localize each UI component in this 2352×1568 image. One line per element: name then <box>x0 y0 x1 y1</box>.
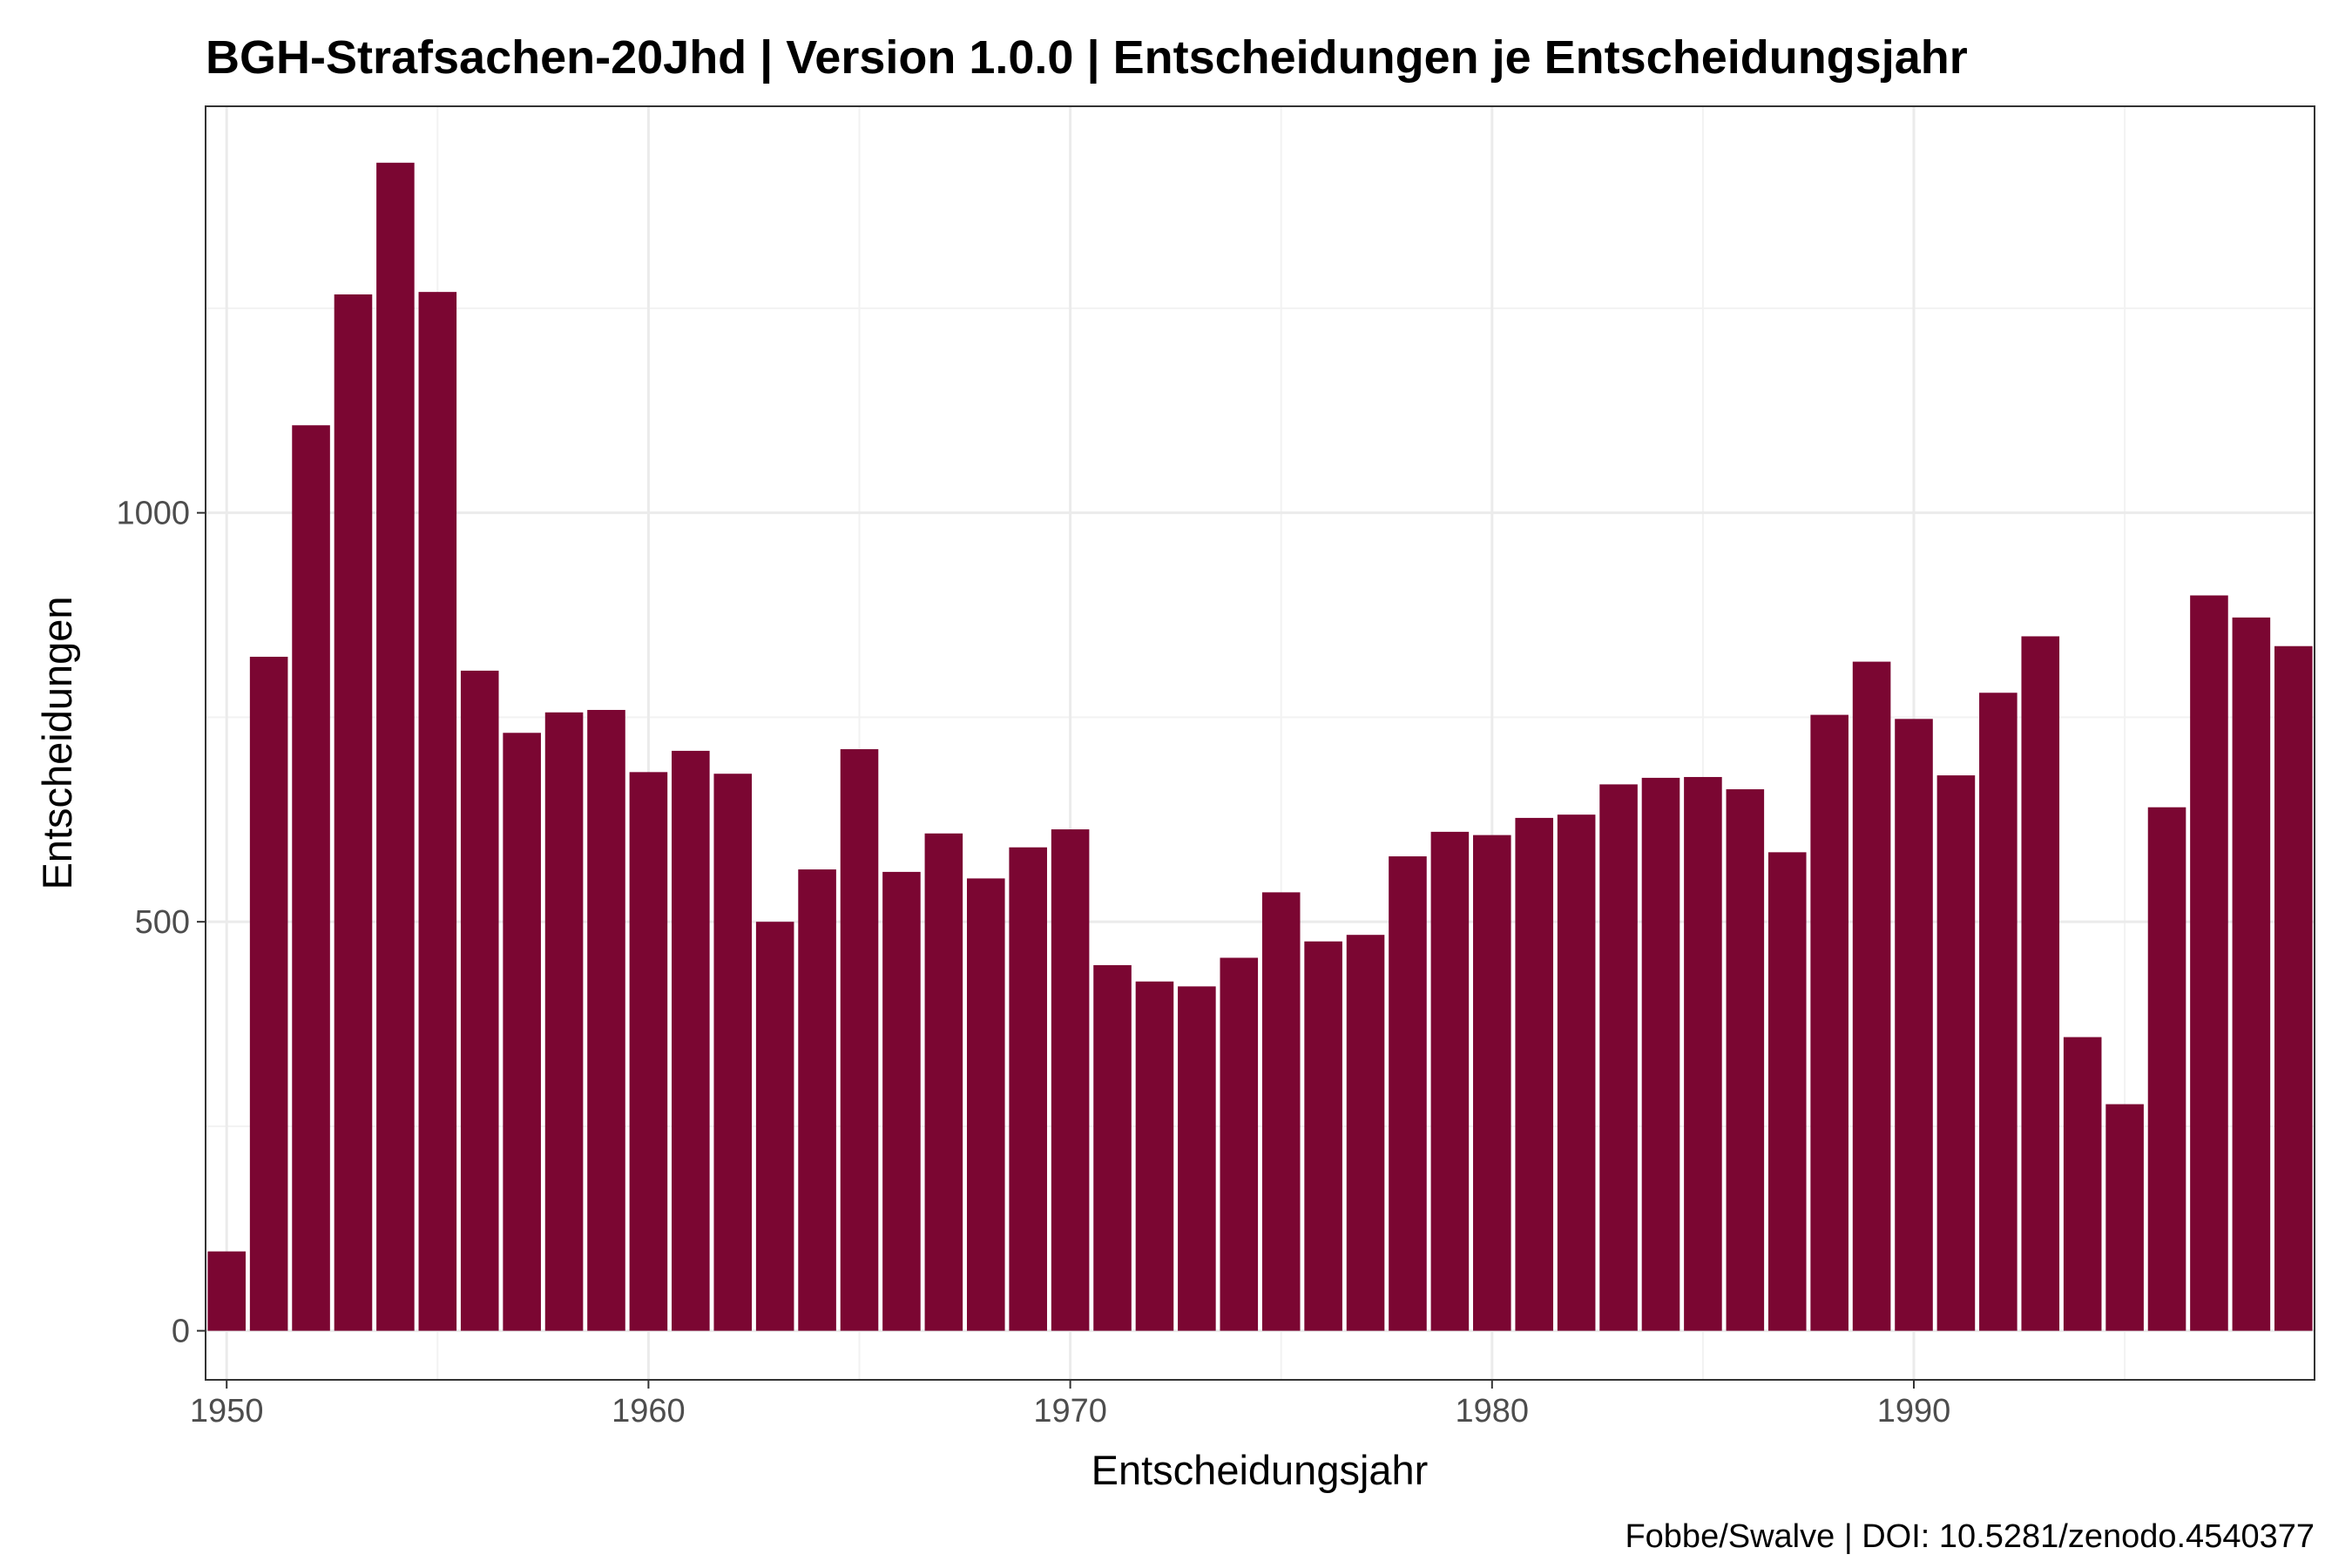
bar-1983 <box>1599 784 1638 1331</box>
bar-1959 <box>587 709 625 1331</box>
bar-1992 <box>1979 693 2017 1331</box>
bar-1986 <box>1726 789 1765 1331</box>
bar-1987 <box>1767 852 1807 1331</box>
bar-1952 <box>292 425 330 1331</box>
x-axis-title: Entscheidungsjahr <box>1092 1447 1429 1493</box>
bar-1974 <box>1220 957 1259 1331</box>
bar-1995 <box>2105 1104 2144 1331</box>
bars <box>207 162 2313 1331</box>
caption: Fobbe/Swalve | DOI: 10.5281/zenodo.45403… <box>1625 1518 2315 1555</box>
bar-1991 <box>1936 775 1976 1331</box>
y-tick-label: 0 <box>172 1314 190 1350</box>
y-axis-ticks: 0 500 1000 <box>116 496 206 1350</box>
bar-1999 <box>2274 645 2313 1331</box>
bar-1979 <box>1430 831 1470 1331</box>
bar-1984 <box>1641 777 1680 1331</box>
bar-1975 <box>1261 892 1301 1331</box>
bar-1977 <box>1346 935 1385 1331</box>
bar-1972 <box>1135 981 1174 1331</box>
bar-1961 <box>672 750 710 1331</box>
y-axis-title: Entscheidungen <box>34 596 80 889</box>
bar-1960 <box>629 772 668 1331</box>
x-tick-label: 1990 <box>1877 1393 1951 1429</box>
bar-1950 <box>207 1251 246 1331</box>
bar-1964 <box>798 869 836 1331</box>
bar-1982 <box>1557 814 1596 1331</box>
bar-1981 <box>1515 817 1554 1331</box>
bar-1957 <box>503 733 541 1331</box>
bar-1963 <box>755 922 794 1331</box>
x-axis-ticks: 1950 1960 1970 1980 1990 <box>190 1380 1950 1429</box>
y-tick-label: 500 <box>135 904 190 941</box>
bar-1980 <box>1473 835 1511 1331</box>
bar-1973 <box>1178 986 1216 1331</box>
bar-1951 <box>249 656 288 1331</box>
bar-1988 <box>1810 714 1848 1331</box>
bar-1985 <box>1684 776 1722 1331</box>
x-tick-label: 1980 <box>1456 1393 1530 1429</box>
bar-1967 <box>924 833 963 1331</box>
y-tick-label: 1000 <box>116 496 190 532</box>
bar-1996 <box>2147 807 2186 1331</box>
plot-border <box>205 105 2315 1381</box>
x-tick-label: 1960 <box>612 1393 686 1429</box>
bar-1976 <box>1304 941 1342 1331</box>
bar-1997 <box>2190 595 2228 1331</box>
bar-1970 <box>1051 829 1090 1331</box>
bar-1968 <box>966 878 1005 1331</box>
bar-1990 <box>1895 719 1933 1331</box>
bar-1965 <box>840 749 879 1331</box>
bar-1994 <box>2063 1037 2102 1331</box>
bar-1953 <box>334 294 373 1331</box>
bar-1956 <box>460 670 499 1331</box>
bar-1978 <box>1389 856 1427 1331</box>
bar-1969 <box>1009 847 1047 1331</box>
bar-1958 <box>544 712 584 1331</box>
bar-1971 <box>1093 964 1132 1331</box>
bar-1966 <box>882 871 921 1331</box>
bar-1954 <box>376 162 415 1331</box>
bar-1962 <box>713 774 753 1331</box>
bar-1989 <box>1852 661 1891 1331</box>
bar-1955 <box>418 292 457 1331</box>
x-tick-label: 1950 <box>190 1393 264 1429</box>
x-tick-label: 1970 <box>1033 1393 1107 1429</box>
bar-1998 <box>2232 617 2271 1331</box>
chart-title: BGH-Strafsachen-20Jhd | Version 1.0.0 | … <box>206 31 1968 84</box>
bar-1993 <box>2021 636 2060 1331</box>
